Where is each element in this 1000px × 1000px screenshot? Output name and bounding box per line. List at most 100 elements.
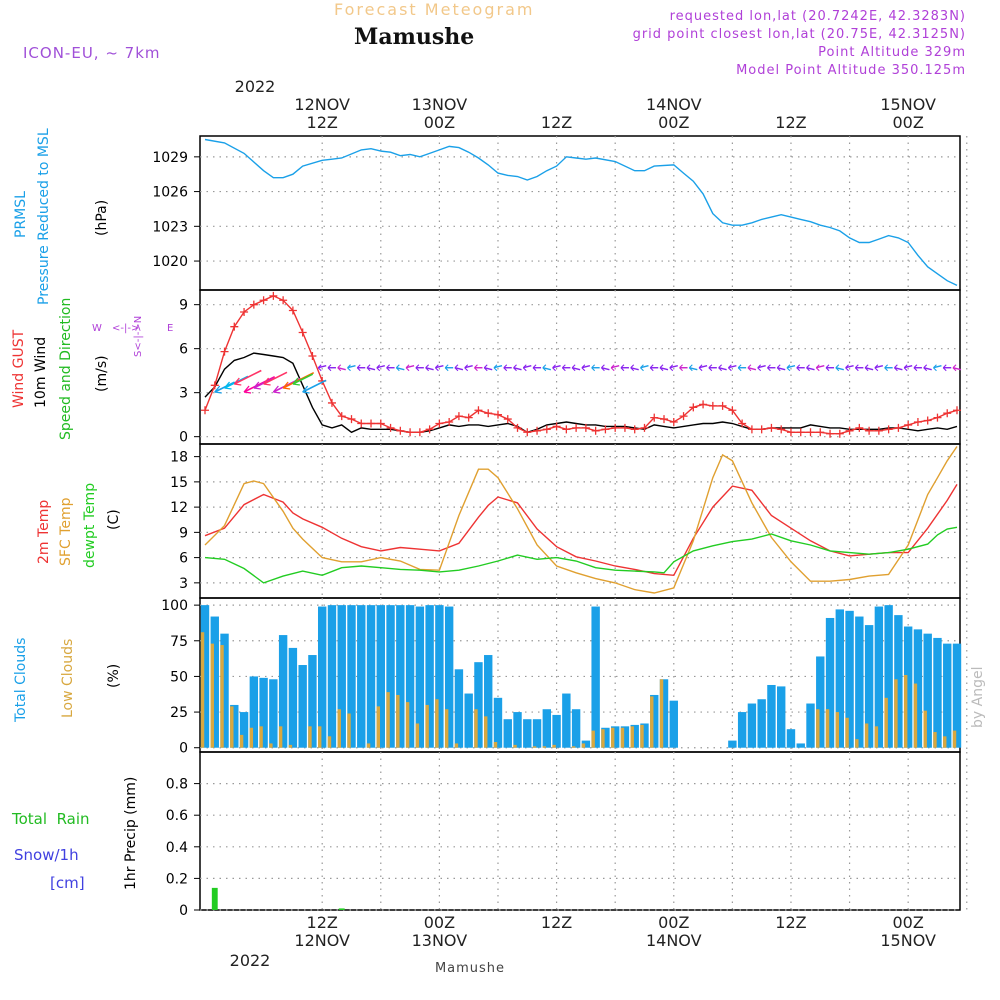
time-label: 00Z <box>893 113 924 132</box>
low-cloud-bar <box>493 742 498 748</box>
total-cloud-bar <box>640 723 649 748</box>
total-cloud-bar <box>737 712 747 748</box>
low-cloud-bar <box>816 709 820 748</box>
total-cloud-bar <box>796 743 805 748</box>
total-cloud-bar <box>884 605 893 748</box>
wind-vector-head <box>952 364 957 372</box>
wind-vector-head <box>854 364 859 372</box>
low-cloud-bar <box>386 692 390 748</box>
wind-vector-head <box>282 381 291 390</box>
wind-vector <box>903 365 913 369</box>
gust-marker <box>210 381 219 390</box>
low-cloud-bar <box>415 723 420 748</box>
low-cloud-bar <box>230 706 234 748</box>
total-cloud-bar <box>601 727 610 748</box>
gust-marker <box>718 401 727 410</box>
total-cloud-bar <box>386 605 395 748</box>
gust-marker <box>757 425 766 434</box>
total-cloud-bar <box>513 712 522 748</box>
y-tick-label: 75 <box>170 634 188 650</box>
wind-vector <box>523 365 532 369</box>
gust-marker <box>464 413 473 422</box>
wind-vector-head <box>864 364 869 372</box>
low-cloud-bar <box>855 739 859 748</box>
total-cloud-bar <box>610 726 620 748</box>
wind-vector-head <box>903 364 908 372</box>
low-cloud-bar <box>366 743 371 748</box>
top-year-label: 2022 <box>235 77 276 96</box>
wind-vector <box>698 365 708 369</box>
wind-vector <box>542 367 551 371</box>
wind-vector <box>757 365 766 369</box>
wind-vector-head <box>767 364 771 372</box>
clouds-low-label: Low Clouds <box>60 639 76 718</box>
wind-vector-head <box>776 364 781 372</box>
low-cloud-bar <box>454 743 459 748</box>
wind-vector <box>454 367 464 371</box>
time-label: 12Z <box>775 913 806 932</box>
total-cloud-bar <box>357 605 366 748</box>
location-title: Mamushe <box>354 24 475 50</box>
gust-marker <box>591 426 600 435</box>
gust-marker <box>630 425 639 434</box>
pressure-series-line <box>204 138 958 287</box>
wind-vector-head <box>649 364 654 372</box>
wind-vector-head <box>464 364 469 372</box>
wind-vector <box>689 367 698 371</box>
wind-vector-head <box>292 377 300 386</box>
wind-vector-head <box>708 364 713 372</box>
y-tick-label: 25 <box>170 705 188 721</box>
gust-marker <box>357 419 366 428</box>
temp-dew-label: dewpt Temp <box>82 483 98 568</box>
gust-marker <box>484 409 493 418</box>
gust-marker <box>777 425 786 434</box>
low-cloud-bar <box>952 730 957 748</box>
wind-vector-head <box>522 364 527 372</box>
total-cloud-bar <box>503 719 512 748</box>
total-cloud-bar <box>767 684 776 748</box>
wind-vector <box>425 367 434 371</box>
wind-vector <box>835 367 844 371</box>
y-tick-label: 0 <box>179 741 188 757</box>
wind-vector-head <box>347 364 351 372</box>
gust-marker <box>894 423 903 432</box>
total-cloud-bar <box>786 729 796 748</box>
low-cloud-bar <box>571 746 576 748</box>
wind-vector-head <box>317 364 322 372</box>
gust-series-line <box>204 295 958 435</box>
low-cloud-bar <box>552 744 556 748</box>
temp-panel-frame <box>199 443 961 599</box>
total-cloud-bar <box>493 697 503 748</box>
low-cloud-bar <box>884 697 888 748</box>
gust-marker <box>259 296 268 305</box>
wind-vector-head <box>327 364 332 372</box>
wind-vector-head <box>386 364 390 372</box>
wind-vector-head <box>356 364 361 372</box>
wind-vector-head <box>757 364 762 372</box>
time-label: 00Z <box>424 113 455 132</box>
temp-unit: (C) <box>106 509 122 530</box>
wind-vector <box>337 367 346 371</box>
wind-vector-head <box>224 381 232 390</box>
wind-vector <box>484 367 493 371</box>
wind-vector <box>233 369 262 385</box>
low-cloud-bar <box>532 746 537 748</box>
low-cloud-bar <box>835 712 840 748</box>
rain-bar <box>211 887 218 910</box>
total-cloud-bar <box>347 605 356 748</box>
low-cloud-bar <box>405 702 410 748</box>
total-cloud-bar <box>278 635 288 748</box>
wind-vector-head <box>571 364 576 372</box>
low-cloud-bar <box>640 724 644 748</box>
wind-vector-head <box>405 364 410 372</box>
gust-marker <box>601 425 610 434</box>
wind-10m-label: 10m Wind <box>33 337 49 408</box>
y-tick-label: 1026 <box>152 185 188 201</box>
wind-vector <box>292 373 314 385</box>
wind-vector-head <box>493 364 498 372</box>
gust-marker <box>230 322 239 331</box>
gust-marker <box>201 406 209 415</box>
low-cloud-bar <box>630 726 634 748</box>
